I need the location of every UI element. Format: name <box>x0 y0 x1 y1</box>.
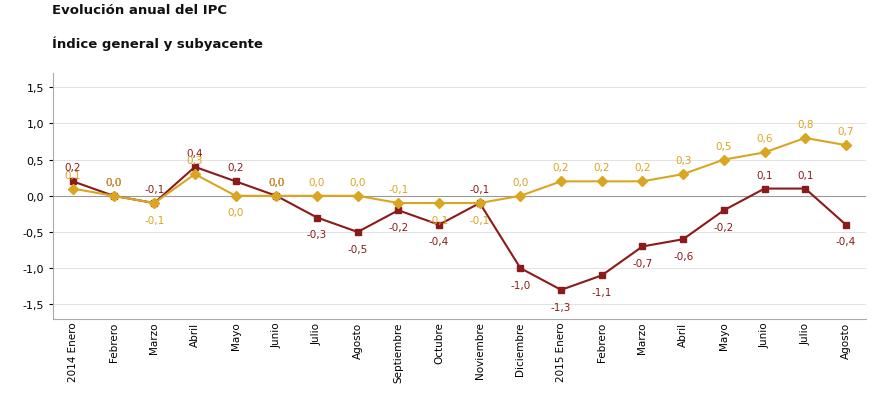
Subyacente <box>474 201 485 206</box>
General <box>760 187 770 191</box>
General <box>312 216 322 220</box>
Text: 0,0: 0,0 <box>268 178 284 187</box>
Text: 0,3: 0,3 <box>186 156 203 166</box>
Text: 0,2: 0,2 <box>553 163 570 173</box>
Text: 0,7: 0,7 <box>837 127 854 137</box>
Subyacente <box>515 194 526 199</box>
Text: 0,0: 0,0 <box>228 208 244 218</box>
Text: -0,1: -0,1 <box>144 185 164 195</box>
Subyacente <box>230 194 241 199</box>
General <box>353 230 363 235</box>
Subyacente <box>393 201 403 206</box>
General <box>393 208 403 213</box>
Subyacente <box>800 136 810 141</box>
Subyacente <box>556 180 566 184</box>
Text: 0,0: 0,0 <box>105 178 122 187</box>
Subyacente <box>760 151 770 155</box>
Text: 0,3: 0,3 <box>675 156 691 166</box>
Text: 0,2: 0,2 <box>65 163 81 173</box>
General <box>800 187 810 191</box>
Text: 0,8: 0,8 <box>797 120 814 130</box>
General <box>190 165 200 170</box>
Subyacente <box>718 158 729 163</box>
Text: -1,1: -1,1 <box>592 288 612 297</box>
Subyacente <box>353 194 363 199</box>
Subyacente <box>312 194 322 199</box>
Text: 0,0: 0,0 <box>105 178 122 187</box>
Subyacente <box>190 172 200 177</box>
General <box>515 266 526 271</box>
Subyacente <box>67 187 78 191</box>
Text: 0,4: 0,4 <box>186 148 203 159</box>
General <box>434 223 444 228</box>
Subyacente <box>841 143 851 148</box>
Text: -0,7: -0,7 <box>633 258 653 268</box>
General <box>474 201 485 206</box>
Text: Evolución anual del IPC: Evolución anual del IPC <box>52 4 228 17</box>
Subyacente <box>108 194 119 199</box>
Text: -0,1: -0,1 <box>470 185 490 195</box>
Text: -0,1: -0,1 <box>144 215 164 225</box>
Text: -1,0: -1,0 <box>510 280 530 290</box>
Subyacente <box>678 172 689 177</box>
General <box>67 180 78 184</box>
Text: 0,2: 0,2 <box>228 163 244 173</box>
General <box>841 223 851 228</box>
General <box>149 201 159 206</box>
Text: 0,0: 0,0 <box>268 178 284 187</box>
Text: -0,1: -0,1 <box>470 215 490 225</box>
Text: -0,6: -0,6 <box>673 251 693 261</box>
Text: -0,1: -0,1 <box>429 215 449 225</box>
Text: 0,0: 0,0 <box>349 178 366 187</box>
Line: Subyacente: Subyacente <box>69 135 850 207</box>
Text: -0,2: -0,2 <box>714 222 734 232</box>
Subyacente <box>434 201 444 206</box>
Subyacente <box>597 180 607 184</box>
Text: 0,5: 0,5 <box>716 142 732 151</box>
General <box>108 194 119 199</box>
Text: -1,3: -1,3 <box>551 302 571 312</box>
Text: 0,1: 0,1 <box>65 170 81 180</box>
Text: 0,1: 0,1 <box>797 170 814 180</box>
General <box>718 208 729 213</box>
Text: -0,1: -0,1 <box>388 185 409 195</box>
Subyacente <box>637 180 648 184</box>
General <box>271 194 282 199</box>
Subyacente <box>271 194 282 199</box>
Text: Índice general y subyacente: Índice general y subyacente <box>52 37 263 51</box>
Text: -0,4: -0,4 <box>836 237 856 247</box>
Text: -0,3: -0,3 <box>307 229 327 240</box>
Subyacente <box>149 201 159 206</box>
General <box>556 288 566 292</box>
General <box>230 180 241 184</box>
Text: -0,2: -0,2 <box>388 222 409 232</box>
General <box>597 273 607 278</box>
Text: -0,4: -0,4 <box>429 237 449 247</box>
Line: General: General <box>69 164 850 294</box>
Text: 0,2: 0,2 <box>634 163 651 173</box>
Text: 0,6: 0,6 <box>756 134 773 144</box>
General <box>678 237 689 242</box>
General <box>637 245 648 249</box>
Text: 0,0: 0,0 <box>512 178 528 187</box>
Text: 0,1: 0,1 <box>756 170 773 180</box>
Text: 0,2: 0,2 <box>593 163 610 173</box>
Text: -0,5: -0,5 <box>347 244 367 254</box>
Text: 0,0: 0,0 <box>309 178 326 187</box>
